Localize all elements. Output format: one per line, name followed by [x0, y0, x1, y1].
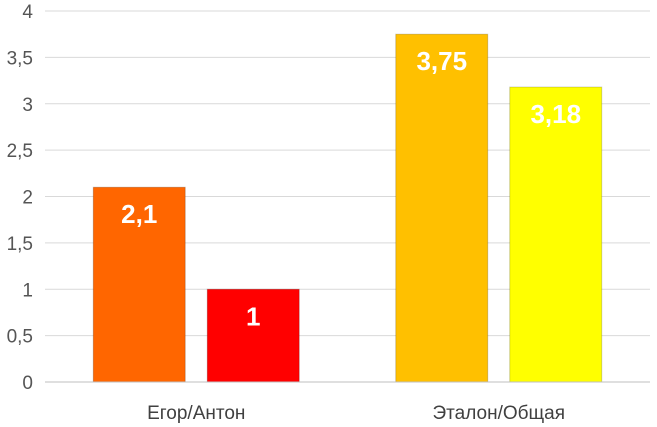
y-tick-label: 2 — [22, 188, 33, 209]
y-tick-label: 1,5 — [7, 234, 33, 255]
category-label: Егор/Антон — [147, 403, 245, 424]
category-label: Эталон/Общая — [433, 403, 566, 424]
y-tick-label: 4 — [22, 2, 33, 23]
bar — [395, 33, 489, 383]
bars — [92, 33, 603, 383]
y-tick-label: 0 — [22, 373, 33, 394]
data-labels: 2,1 1 3,75 3,18 — [121, 46, 581, 331]
data-label: 1 — [246, 301, 260, 331]
y-tick-label: 0,5 — [7, 327, 33, 348]
y-tick-label: 3,5 — [7, 48, 33, 69]
data-label: 3,75 — [416, 46, 467, 76]
y-tick-label: 1 — [22, 280, 33, 301]
data-label: 3,18 — [530, 99, 581, 129]
data-label: 2,1 — [121, 199, 157, 229]
bar — [509, 86, 603, 383]
y-tick-label: 2,5 — [7, 141, 33, 162]
category-labels: Егор/Антон Эталон/Общая — [147, 403, 565, 424]
bar — [206, 288, 300, 383]
y-tick-label: 3 — [22, 95, 33, 116]
y-axis-tick-labels: 0 0,5 1 1,5 2 2,5 3 3,5 4 — [7, 2, 34, 394]
bar — [92, 186, 186, 383]
